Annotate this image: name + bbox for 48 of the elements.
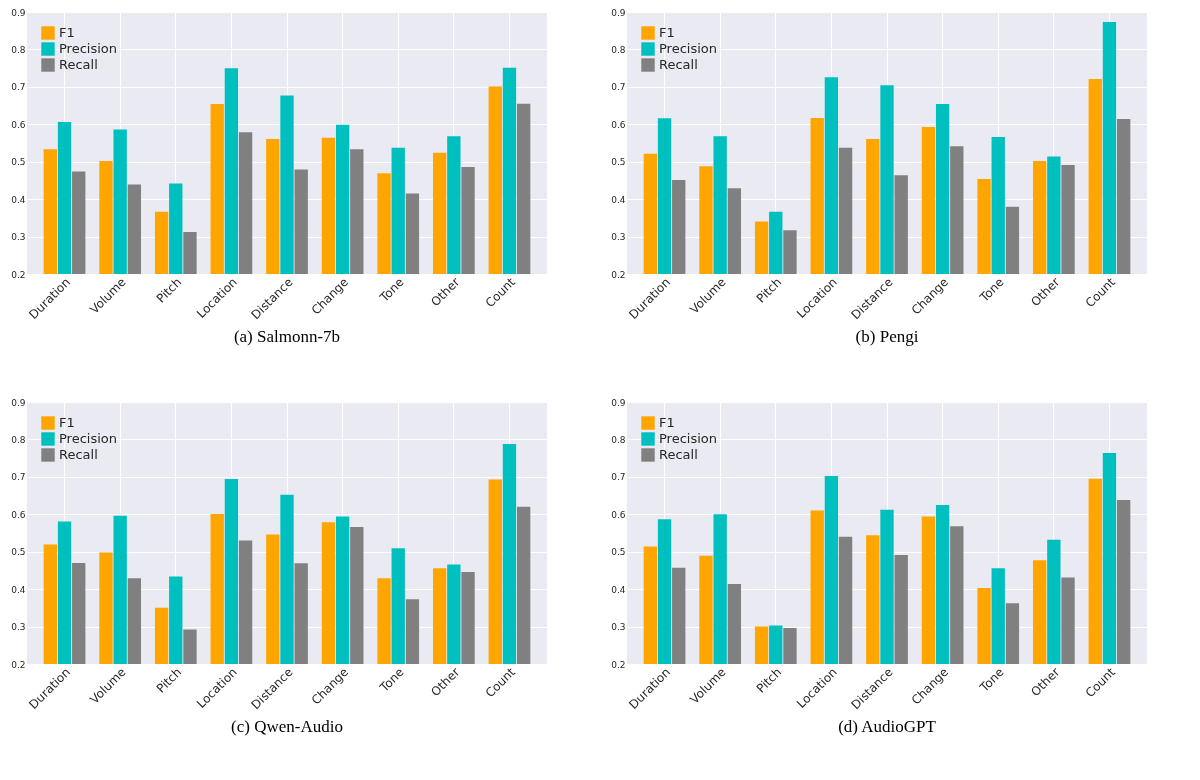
y-tick-label: 0.7 xyxy=(11,82,26,93)
y-tick-label: 0.9 xyxy=(11,7,26,18)
y-tick-label: 0.2 xyxy=(11,659,26,670)
text: (d) AudioGPT xyxy=(838,716,937,736)
y-tick-label: 0.6 xyxy=(611,119,626,130)
legend-label: F1 xyxy=(659,25,675,40)
legend-label: Recall xyxy=(59,57,98,72)
y-tick-label: 0.2 xyxy=(611,659,626,670)
y-tick-label: 0.9 xyxy=(611,7,626,18)
y-tick-label: 0.4 xyxy=(11,194,26,205)
y-tick-label: 0.2 xyxy=(11,269,26,280)
y-tick-label: 0.5 xyxy=(11,157,26,168)
text: (c) Qwen-Audio xyxy=(231,716,343,736)
y-tick-label: 0.8 xyxy=(611,44,626,55)
legend-label: Precision xyxy=(59,41,118,56)
y-tick-label: 0.6 xyxy=(611,509,626,520)
y-tick-label: 0.9 xyxy=(11,397,26,408)
legend-label: F1 xyxy=(659,415,675,430)
y-tick-label: 0.7 xyxy=(611,472,626,483)
legend-label: Precision xyxy=(59,431,118,446)
y-tick-label: 0.2 xyxy=(611,269,626,280)
y-tick-label: 0.5 xyxy=(11,547,26,558)
text: (a) Salmonn-7b xyxy=(233,326,341,346)
y-tick-label: 0.3 xyxy=(11,232,26,243)
y-tick-label: 0.8 xyxy=(11,44,26,55)
legend-label: Recall xyxy=(59,447,98,462)
legend-label: Recall xyxy=(659,447,698,462)
legend-label: Recall xyxy=(659,57,698,72)
y-tick-label: 0.8 xyxy=(611,434,626,445)
y-tick-label: 0.6 xyxy=(11,119,26,130)
y-tick-label: 0.5 xyxy=(611,157,626,168)
y-tick-label: 0.4 xyxy=(11,584,26,595)
text: (b) Pengi xyxy=(855,326,919,346)
y-tick-label: 0.8 xyxy=(11,434,26,445)
y-tick-label: 0.9 xyxy=(611,397,626,408)
y-tick-label: 0.4 xyxy=(611,584,626,595)
legend-label: Precision xyxy=(659,431,718,446)
y-tick-label: 0.5 xyxy=(611,547,626,558)
y-tick-label: 0.3 xyxy=(611,622,626,633)
y-tick-label: 0.6 xyxy=(11,509,26,520)
y-tick-label: 0.7 xyxy=(611,82,626,93)
y-tick-label: 0.7 xyxy=(11,472,26,483)
y-tick-label: 0.3 xyxy=(611,232,626,243)
y-tick-label: 0.3 xyxy=(11,622,26,633)
legend-label: Precision xyxy=(659,41,718,56)
y-tick-label: 0.4 xyxy=(611,194,626,205)
legend-label: F1 xyxy=(59,25,75,40)
legend-label: F1 xyxy=(59,415,75,430)
